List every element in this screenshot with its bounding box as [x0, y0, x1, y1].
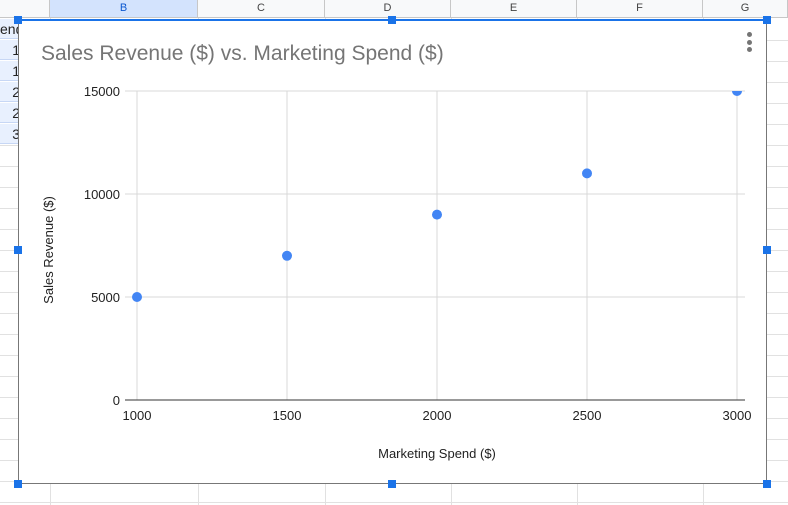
resize-handle[interactable]	[763, 246, 771, 254]
cell-A[interactable]: 1	[0, 61, 20, 81]
x-tick-label: 3000	[723, 408, 752, 423]
column-header-A[interactable]	[0, 0, 50, 18]
column-header-F[interactable]: F	[577, 0, 703, 18]
x-axis-label: Marketing Spend ($)	[378, 446, 496, 461]
x-tick-label: 1500	[273, 408, 302, 423]
data-point	[582, 168, 592, 179]
y-tick-label: 5000	[91, 290, 120, 305]
x-tick-label: 2500	[573, 408, 602, 423]
cell-A[interactable]: 3	[0, 124, 20, 144]
resize-handle[interactable]	[388, 16, 396, 24]
y-tick-label: 15000	[84, 84, 120, 99]
y-tick-label: 0	[113, 393, 120, 408]
y-tick-label: 10000	[84, 187, 120, 202]
cell-A[interactable]: 2	[0, 82, 20, 102]
x-tick-label: 1000	[123, 408, 152, 423]
cell-A[interactable]: 1	[0, 40, 20, 60]
x-tick-label: 2000	[423, 408, 452, 423]
resize-handle[interactable]	[763, 480, 771, 488]
cell-A[interactable]: end	[0, 19, 20, 39]
data-point	[732, 91, 742, 96]
data-point	[282, 250, 292, 261]
resize-handle[interactable]	[763, 16, 771, 24]
resize-handle[interactable]	[14, 16, 22, 24]
chart-menu-icon[interactable]	[745, 32, 753, 54]
data-point	[432, 209, 442, 220]
column-header-C[interactable]: C	[198, 0, 325, 18]
column-header-E[interactable]: E	[451, 0, 577, 18]
cell-A[interactable]: 2	[0, 103, 20, 123]
column-header-B[interactable]: B	[50, 0, 198, 18]
chart-title: Sales Revenue ($) vs. Marketing Spend ($…	[41, 42, 444, 65]
data-point	[132, 292, 142, 302]
resize-handle[interactable]	[388, 480, 396, 488]
resize-handle[interactable]	[14, 480, 22, 488]
resize-handle[interactable]	[14, 246, 22, 254]
y-axis-label: Sales Revenue ($)	[41, 196, 56, 304]
row-divider	[0, 502, 788, 503]
